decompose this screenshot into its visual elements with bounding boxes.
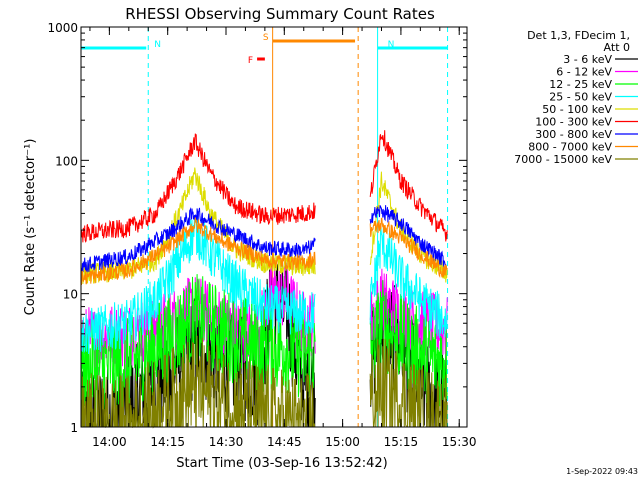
- plot-frame: [80, 26, 468, 428]
- x-axis-label: Start Time (03-Sep-16 13:52:42): [176, 456, 387, 471]
- annotation-label: N: [388, 40, 395, 50]
- legend-label: 50 - 100 keV: [542, 103, 612, 116]
- x-tick-label: 14:00: [92, 435, 127, 449]
- legend-label: 3 - 6 keV: [563, 53, 612, 66]
- annotation-label: F: [248, 56, 253, 66]
- chart-title: RHESSI Observing Summary Count Rates: [125, 5, 435, 23]
- legend-label: 100 - 300 keV: [535, 116, 612, 129]
- y-tick-label: 1: [70, 421, 78, 435]
- legend-label: 300 - 800 keV: [535, 128, 612, 141]
- timestamp: 1-Sep-2022 09:43: [566, 467, 638, 476]
- series-line: [80, 274, 448, 413]
- series-line: [80, 130, 448, 243]
- legend-label: 12 - 25 keV: [549, 78, 612, 91]
- x-tick-label: 15:30: [442, 435, 477, 449]
- annotation-label: N: [154, 40, 161, 50]
- x-tick-label: 14:45: [267, 435, 302, 449]
- annotation-label: S: [263, 33, 269, 43]
- legend-label: 6 - 12 keV: [556, 66, 612, 79]
- legend-label: 25 - 50 keV: [549, 91, 612, 104]
- series-line: [80, 209, 448, 355]
- y-tick-label: 10: [63, 288, 78, 302]
- x-tick-label: 15:15: [384, 435, 419, 449]
- legend-header: Att 0: [604, 41, 630, 54]
- series-layer: [80, 130, 448, 429]
- x-tick-label: 14:15: [150, 435, 185, 449]
- legend-header: Det 1,3, FDecim 1,: [527, 29, 630, 42]
- series-line: [80, 217, 448, 286]
- y-axis-label: Count Rate (s⁻¹ detector⁻¹): [23, 139, 38, 316]
- y-tick-label: 1000: [47, 21, 78, 35]
- legend-label: 800 - 7000 keV: [528, 141, 612, 154]
- x-tick-label: 15:00: [325, 435, 360, 449]
- axes-layer: 14:00 14:15 14:30 14:45 15:00 15:15 15:30 1 10 10…: [47, 21, 476, 449]
- y-tick-label: 100: [55, 154, 78, 168]
- x-tick-label: 14:30: [209, 435, 244, 449]
- legend-label: 7000 - 15000 keV: [514, 153, 612, 166]
